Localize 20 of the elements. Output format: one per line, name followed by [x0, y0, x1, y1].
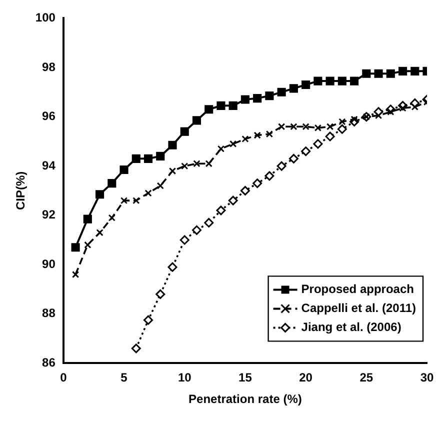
x-tick-label: 0	[60, 370, 68, 385]
y-tick-label: 92	[42, 208, 56, 222]
y-tick-label: 90	[42, 256, 56, 271]
x-tick-label: 10	[178, 370, 192, 385]
legend-label: Jiang et al. (2006)	[301, 320, 402, 334]
x-tick-label: 5	[120, 370, 128, 385]
y-tick-label: 100	[35, 10, 56, 25]
y-tick-label: 86	[42, 356, 56, 370]
x-axis-title: Penetration rate (%)	[188, 392, 302, 406]
y-axis-title: CIP(%)	[14, 171, 28, 210]
legend-label: Proposed approach	[301, 282, 414, 296]
y-tick-label: 98	[42, 60, 56, 74]
y-tick-label: 94	[42, 158, 56, 172]
x-tick-label: 25	[360, 370, 374, 385]
legend-label: Cappelli et al. (2011)	[301, 301, 416, 316]
x-tick-label: 30	[420, 370, 434, 385]
x-tick-label: 20	[299, 370, 313, 385]
y-tick-label: 88	[42, 306, 56, 320]
y-tick-label: 96	[42, 109, 56, 124]
x-tick-label: 15	[238, 370, 252, 385]
